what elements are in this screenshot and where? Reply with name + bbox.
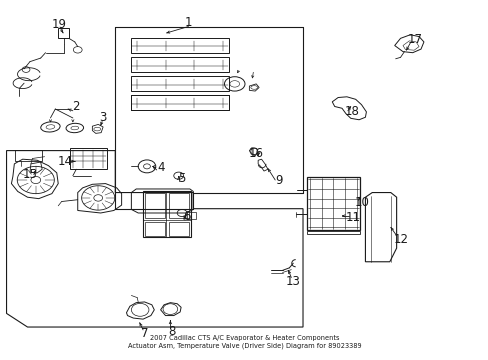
Text: 12: 12: [393, 233, 408, 246]
Text: 13: 13: [285, 275, 300, 288]
Text: 11: 11: [345, 211, 360, 224]
Text: 4: 4: [157, 161, 164, 174]
Text: 10: 10: [354, 196, 369, 209]
Bar: [131, 38, 228, 53]
Bar: [131, 95, 228, 110]
Bar: [58, 28, 69, 39]
Text: 18: 18: [344, 105, 359, 118]
Bar: [131, 76, 228, 91]
Text: 7: 7: [141, 327, 148, 340]
Text: 17: 17: [407, 33, 422, 46]
Bar: [15, 150, 42, 161]
Bar: [168, 222, 189, 236]
Text: 16: 16: [248, 147, 263, 159]
Text: 14: 14: [58, 155, 72, 168]
Bar: [131, 95, 228, 110]
Bar: [306, 177, 359, 230]
Text: 19: 19: [52, 18, 66, 31]
Text: 2007 Cadillac CTS A/C Evaporator & Heater Components
Actuator Asm, Temperature V: 2007 Cadillac CTS A/C Evaporator & Heate…: [127, 335, 361, 348]
Bar: [144, 222, 164, 236]
Text: 3: 3: [99, 111, 106, 124]
Text: 8: 8: [168, 325, 176, 338]
Bar: [186, 212, 195, 219]
Text: 9: 9: [274, 174, 282, 186]
Text: 1: 1: [184, 16, 192, 29]
Text: 6: 6: [183, 210, 190, 223]
Bar: [70, 148, 106, 169]
Bar: [168, 193, 189, 218]
Text: 2: 2: [72, 100, 80, 113]
Bar: [131, 57, 228, 72]
Bar: [143, 192, 190, 237]
Text: 5: 5: [178, 172, 185, 185]
Text: 15: 15: [22, 168, 37, 181]
Bar: [144, 193, 164, 218]
